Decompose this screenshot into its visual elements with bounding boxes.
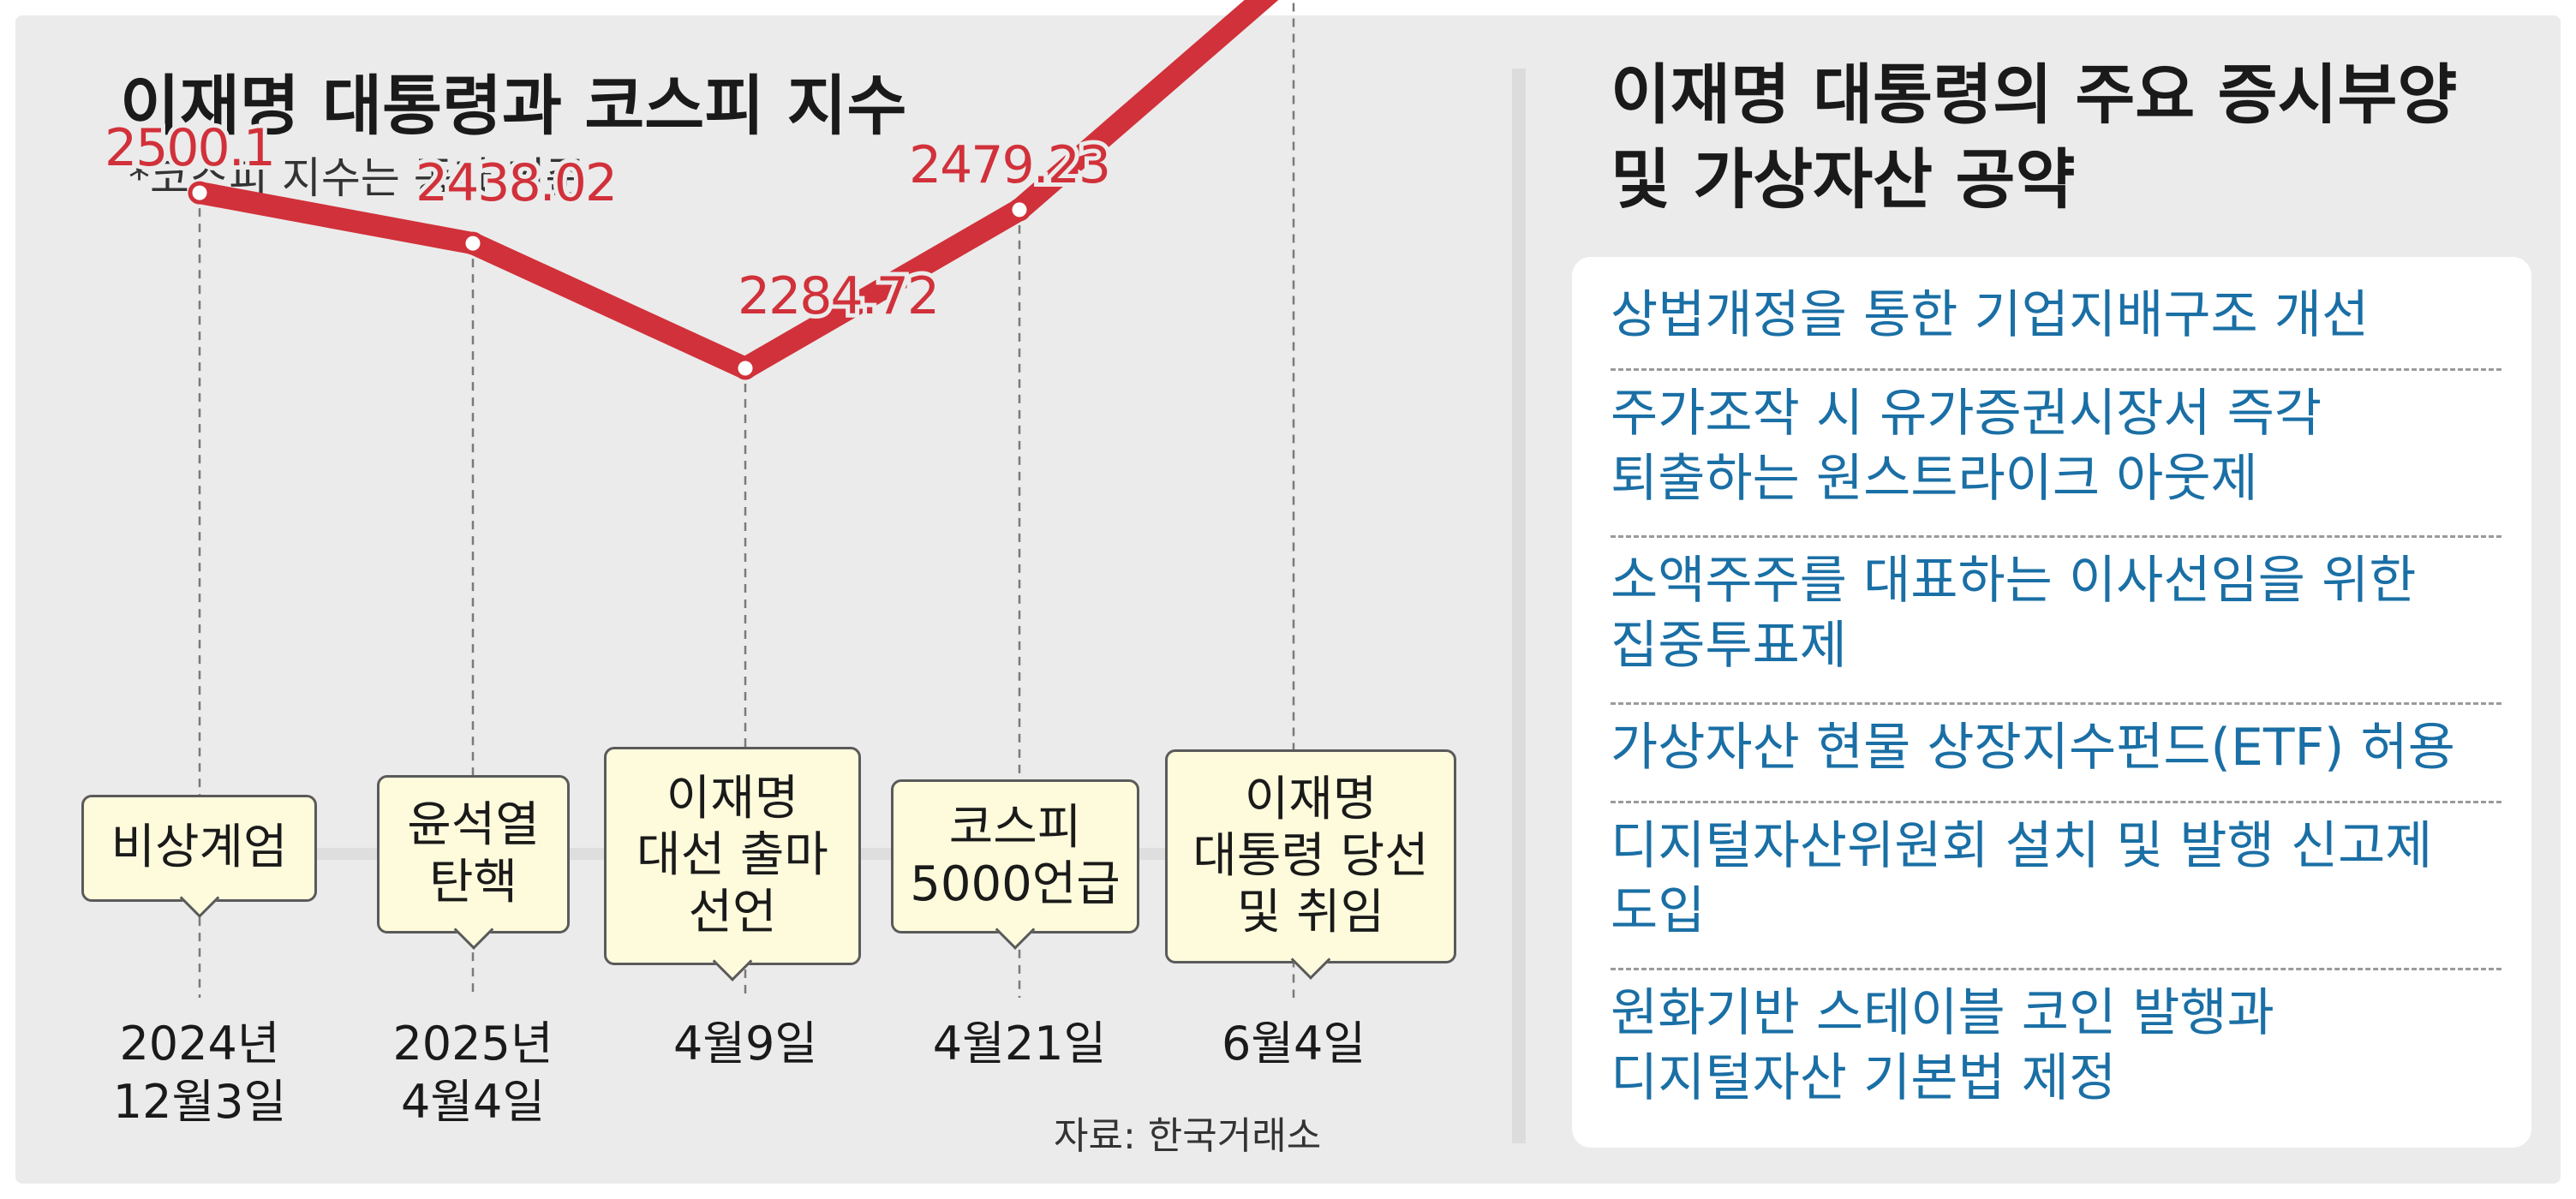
event-callout: 비상계엄 [81, 795, 317, 902]
x-tick-label: 2025년 4월4일 [392, 1017, 553, 1129]
x-tick-label: 6월4일 [1221, 1017, 1366, 1071]
pledge-item: 가상자산 현물 상장지수펀드(ETF) 허용 [1611, 718, 2455, 778]
pledge-item: 상법개정을 통한 기업지배구조 개선 [1611, 285, 2370, 345]
data-point [733, 356, 757, 380]
source-note: 자료: 한국거래소 [1054, 1114, 1322, 1158]
event-callout: 윤석열 탄핵 [377, 775, 570, 934]
data-label: 2438.02 [415, 153, 616, 213]
pledge-separator [1611, 535, 2501, 538]
x-tick-label: 2024년 12월3일 [112, 1017, 287, 1129]
pledge-item: 소액주주를 대표하는 이사선임을 위한 집중투표제 [1611, 551, 2417, 677]
pledge-item: 디지털자산위원회 설치 및 발행 신고제 도입 [1611, 816, 2433, 942]
panel-divider [1512, 69, 1526, 1143]
pledge-item: 원화기반 스테이블 코인 발행과 디지털자산 기본법 제정 [1611, 983, 2274, 1109]
data-label: 2479.23 [909, 135, 1109, 195]
event-callout: 코스피 5000언급 [891, 779, 1139, 934]
data-label: 2284.72 [738, 266, 938, 326]
pledge-separator [1611, 968, 2501, 970]
x-tick-label: 4월21일 [932, 1017, 1107, 1071]
event-callout: 이재명 대통령 당선 및 취임 [1165, 749, 1456, 963]
pledge-separator [1611, 702, 2501, 705]
data-point [461, 231, 485, 255]
pledge-title: 이재명 대통령의 주요 증시부양 및 가상자산 공약 [1611, 57, 2458, 218]
chart-title: 이재명 대통령과 코스피 지수 [120, 68, 907, 144]
data-label: 2500.1 [105, 118, 274, 178]
event-callout: 이재명 대선 출마 선언 [604, 747, 861, 965]
x-tick-label: 4월9일 [672, 1017, 818, 1071]
pledge-separator [1611, 368, 2501, 371]
pledge-separator [1611, 801, 2501, 803]
pledge-item: 주가조작 시 유가증권시장서 즉각 퇴출하는 원스트라이크 아웃제 [1611, 384, 2322, 510]
data-point [1007, 198, 1031, 222]
data-point [188, 181, 212, 205]
